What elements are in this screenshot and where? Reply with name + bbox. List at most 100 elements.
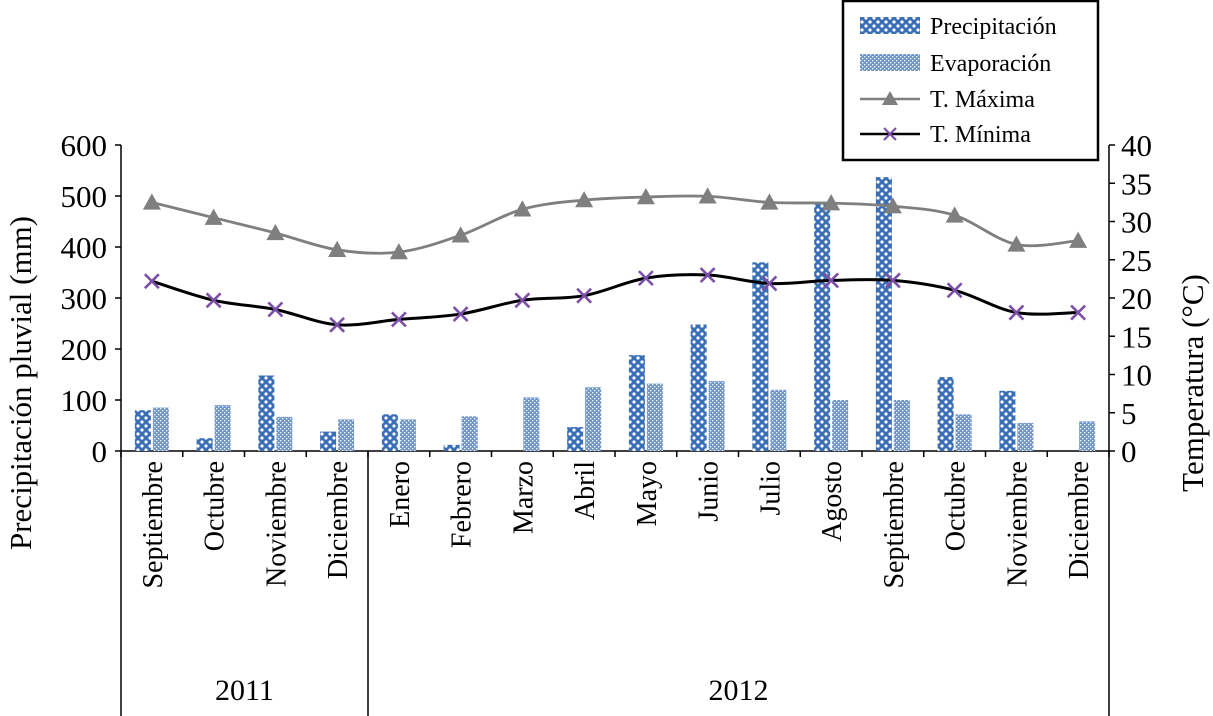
bar-evaporacion (338, 419, 355, 451)
x-category-label: Abril (570, 461, 601, 520)
bar-evaporacion (832, 400, 849, 451)
y-right-tick-label: 25 (1121, 243, 1152, 278)
y-axis-left-label: Precipitación pluvial (mm) (3, 216, 38, 550)
marker-tmax (328, 240, 347, 258)
x-category-label: Septiembre (879, 461, 910, 589)
marker-tmin (699, 267, 716, 283)
marker-tmin (637, 270, 654, 287)
y-right-tick-label: 20 (1121, 281, 1152, 316)
bar-precipitacion (258, 375, 275, 451)
x-category-label: Diciembre (323, 461, 354, 579)
marker-tmin (390, 311, 407, 328)
marker-tmax (204, 208, 223, 225)
bar-evaporacion (523, 397, 540, 451)
y-left-tick-label: 600 (61, 128, 108, 163)
bar-evaporacion (399, 419, 416, 451)
marker-tmin-stroke (576, 287, 593, 304)
x-category-label: Enero (385, 461, 416, 528)
legend-swatch-evaporacion (860, 54, 920, 71)
marker-tmin-stroke (884, 272, 901, 289)
marker-tmin (946, 282, 963, 299)
x-category-label: Noviembre (1002, 461, 1033, 587)
bar-precipitacion (628, 355, 645, 451)
legend-label-evaporacion: Evaporación (930, 51, 1051, 77)
line-tmax (151, 194, 1079, 255)
y-right-tick-label: 0 (1121, 434, 1137, 469)
x-category-label: Diciembre (1064, 461, 1095, 579)
x-category-label: Junio (694, 461, 725, 522)
marker-tmin-stroke (699, 267, 716, 283)
marker-tmin (1008, 304, 1025, 321)
bars-layer (134, 177, 1096, 451)
marker-tmin (884, 272, 901, 289)
y-right-tick-label: 30 (1121, 205, 1152, 240)
y-left-tick-label: 200 (61, 332, 108, 367)
x-category-label: Marzo (508, 461, 539, 534)
bar-precipitacion (134, 410, 151, 451)
x-category-label: Septiembre (138, 461, 169, 589)
legend-label-tmin: T. Mínima (930, 122, 1031, 148)
y-left-tick-label: 100 (61, 383, 108, 418)
bar-precipitacion (196, 438, 213, 451)
bar-evaporacion (152, 407, 169, 451)
marker-tmin-stroke (514, 292, 531, 309)
marker-tmax (451, 226, 470, 243)
bar-evaporacion (770, 389, 787, 451)
y-right-tick-label: 5 (1121, 396, 1137, 431)
legend: Precipitación Evaporación T. Máxima T. M… (841, 0, 1100, 162)
marker-tmin-stroke (1070, 304, 1087, 321)
marker-tmin (761, 275, 778, 292)
bar-precipitacion (443, 444, 460, 451)
year-group-label: 2012 (709, 674, 769, 707)
bar-precipitacion (875, 177, 892, 451)
marker-tmin-stroke (205, 292, 222, 309)
marker-tmin (823, 272, 840, 289)
bar-evaporacion (708, 381, 725, 451)
legend-swatch-precipitacion (860, 17, 920, 34)
y-left-tick-label: 300 (61, 281, 108, 316)
y-right-tick-label: 40 (1121, 128, 1152, 163)
marker-tmin (452, 306, 469, 322)
bar-evaporacion (1079, 421, 1096, 451)
marker-tmax (1007, 235, 1026, 252)
x-category-label: Octubre (200, 461, 231, 551)
legend-marker-tmax (882, 91, 898, 105)
marker-tmax (883, 197, 902, 214)
marker-tmin-stroke (329, 316, 346, 333)
x-category-label: Febrero (447, 461, 478, 548)
year-group-label: 2011 (215, 674, 274, 707)
bar-precipitacion (567, 427, 584, 451)
x-category-label: Octubre (941, 461, 972, 551)
marker-tmin-stroke (267, 301, 284, 318)
bar-evaporacion (646, 383, 663, 451)
bar-precipitacion (937, 377, 954, 451)
x-category-label: Julio (755, 461, 786, 515)
marker-tmin (1070, 304, 1087, 321)
marker-tmin (205, 292, 222, 309)
marker-tmax (945, 206, 964, 223)
marker-tmin-stroke (390, 311, 407, 328)
marker-tmax (822, 194, 841, 211)
marker-tmin-stroke (452, 306, 469, 322)
y-right-tick-label: 15 (1121, 319, 1152, 354)
legend-label-precipitacion: Precipitación (930, 14, 1057, 40)
marker-tmin (143, 273, 160, 290)
x-category-label: Mayo (632, 461, 663, 526)
bar-precipitacion (381, 414, 398, 451)
marker-tmin-stroke (1008, 304, 1025, 321)
marker-tmax (266, 223, 285, 241)
bar-precipitacion (320, 431, 337, 451)
y-right-tick-label: 10 (1121, 358, 1152, 393)
marker-tmax (575, 191, 594, 208)
y-left-tick-label: 0 (92, 434, 108, 469)
marker-tmax (389, 243, 408, 260)
marker-tmin (514, 292, 531, 309)
bar-evaporacion (893, 400, 910, 451)
marker-tmin-stroke (946, 282, 963, 299)
marker-tmax (1069, 231, 1088, 248)
legend-marker-tmin (883, 127, 897, 141)
marker-tmin-stroke (143, 273, 160, 290)
legend-label-tmax: T. Máxima (930, 87, 1035, 113)
